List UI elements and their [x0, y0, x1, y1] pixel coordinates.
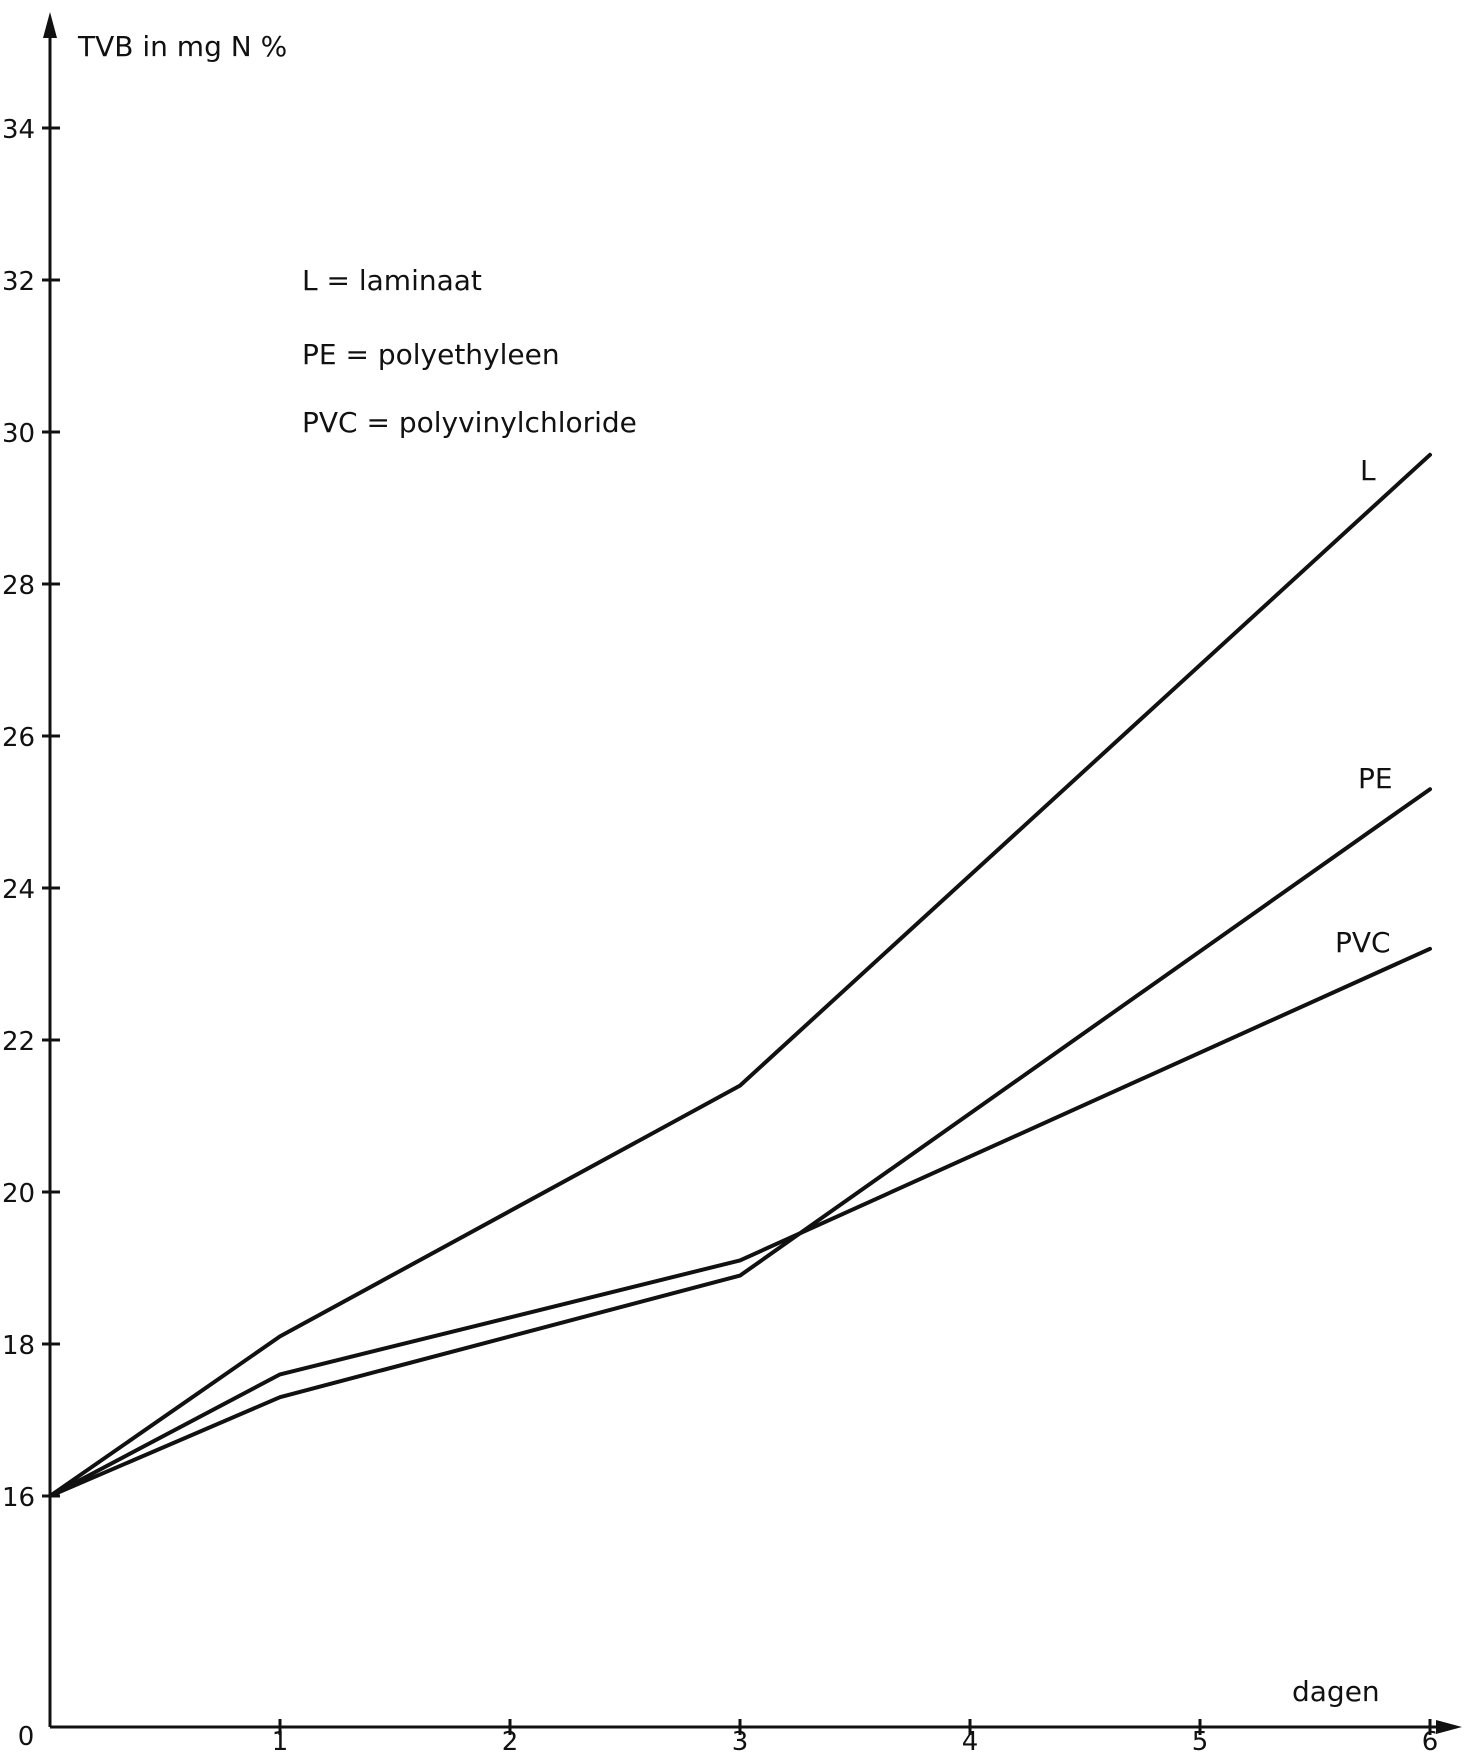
y-axis-arrow-icon [43, 12, 57, 38]
y-tick-label-22: 22 [2, 1027, 35, 1057]
series-group: L PE PVC [48, 452, 1432, 1498]
y-tick-label-28: 28 [2, 571, 35, 601]
origin-label: 0 [18, 1722, 35, 1752]
y-tick-label-34: 34 [2, 115, 35, 145]
x-tick-label-5: 5 [1192, 1727, 1209, 1756]
x-tick-label-1: 1 [272, 1727, 289, 1756]
x-tick-label-6: 6 [1422, 1727, 1439, 1756]
x-axis-title: dagen [1292, 1675, 1380, 1708]
series-label-l: L [1360, 454, 1376, 487]
y-tick-label-30: 30 [2, 419, 35, 449]
axes: TVB in mg N % dagen 0 [18, 12, 1462, 1752]
legend-entry-3: PVC = polyvinylchloride [302, 406, 637, 439]
x-tick-label-3: 3 [732, 1727, 749, 1756]
y-tick-label-26: 26 [2, 723, 35, 753]
y-tick-label-24: 24 [2, 875, 35, 905]
series-line-pe [48, 787, 1432, 1498]
y-axis-title: TVB in mg N % [77, 30, 287, 63]
y-tick-label-18: 18 [2, 1331, 35, 1361]
y-tick-label-32: 32 [2, 267, 35, 297]
legend-entry-2: PE = polyethyleen [302, 338, 560, 371]
y-tick-label-20: 20 [2, 1179, 35, 1209]
x-tick-label-2: 2 [502, 1727, 519, 1756]
legend-entry-1: L = laminaat [302, 264, 482, 297]
y-ticks: 16 18 20 22 24 26 28 30 32 34 [2, 115, 60, 1513]
series-line-l [48, 452, 1432, 1498]
series-line-pvc [48, 946, 1432, 1498]
x-axis-arrow-icon [1436, 1720, 1462, 1734]
x-tick-label-4: 4 [962, 1727, 979, 1756]
series-label-pvc: PVC [1335, 926, 1391, 959]
x-ticks: 1 2 3 4 5 6 [272, 1719, 1439, 1756]
series-label-pe: PE [1358, 762, 1393, 795]
y-tick-label-16: 16 [2, 1483, 35, 1513]
legend: L = laminaat PE = polyethyleen PVC = polyv… [302, 264, 637, 439]
